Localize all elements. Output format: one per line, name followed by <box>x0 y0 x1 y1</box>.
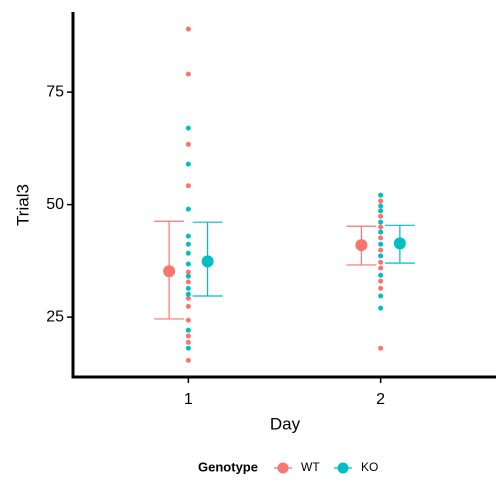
point <box>185 285 191 291</box>
point <box>185 161 191 167</box>
point <box>378 285 384 291</box>
point <box>185 183 191 189</box>
point <box>185 71 191 77</box>
point <box>378 278 384 284</box>
point <box>378 253 384 259</box>
point <box>185 295 191 301</box>
point <box>185 141 191 147</box>
point <box>185 233 191 239</box>
x-tick-label: 2 <box>376 391 385 408</box>
y-tick-label: 25 <box>46 308 64 325</box>
mean-point <box>201 255 214 268</box>
point <box>378 293 384 299</box>
y-tick-label: 75 <box>46 83 64 100</box>
point <box>378 272 384 278</box>
x-axis-title: Day <box>270 414 301 433</box>
point <box>378 305 384 311</box>
point <box>378 198 384 204</box>
point <box>185 357 191 363</box>
x-tick-label: 1 <box>184 391 193 408</box>
point <box>378 247 384 253</box>
point <box>378 229 384 235</box>
point <box>378 208 384 214</box>
point <box>378 203 384 209</box>
mean-point <box>355 239 368 252</box>
point <box>378 219 384 225</box>
point <box>378 345 384 351</box>
legend-symbol <box>277 462 289 474</box>
legend-label: WT <box>301 460 320 474</box>
point <box>378 241 384 247</box>
legend-title: Genotype <box>198 459 258 474</box>
point <box>185 345 191 351</box>
point <box>185 125 191 131</box>
point <box>378 265 384 271</box>
y-tick-label: 50 <box>46 196 64 213</box>
point <box>185 291 191 297</box>
point <box>185 317 191 323</box>
point <box>185 303 191 309</box>
point <box>185 339 191 345</box>
point <box>185 333 191 339</box>
mean-point <box>163 265 176 278</box>
point <box>185 250 191 256</box>
point <box>378 192 384 198</box>
point <box>185 206 191 212</box>
point <box>185 327 191 333</box>
point <box>378 259 384 265</box>
mean-point <box>393 237 406 250</box>
point <box>378 224 384 230</box>
point <box>185 273 191 279</box>
point <box>378 235 384 241</box>
legend-symbol <box>337 462 349 474</box>
point <box>185 26 191 32</box>
point <box>378 213 384 219</box>
legend-label: KO <box>361 460 378 474</box>
point <box>185 241 191 247</box>
point <box>185 279 191 285</box>
point <box>185 261 191 267</box>
y-axis-title: Trial3 <box>13 184 32 226</box>
point <box>185 269 191 275</box>
